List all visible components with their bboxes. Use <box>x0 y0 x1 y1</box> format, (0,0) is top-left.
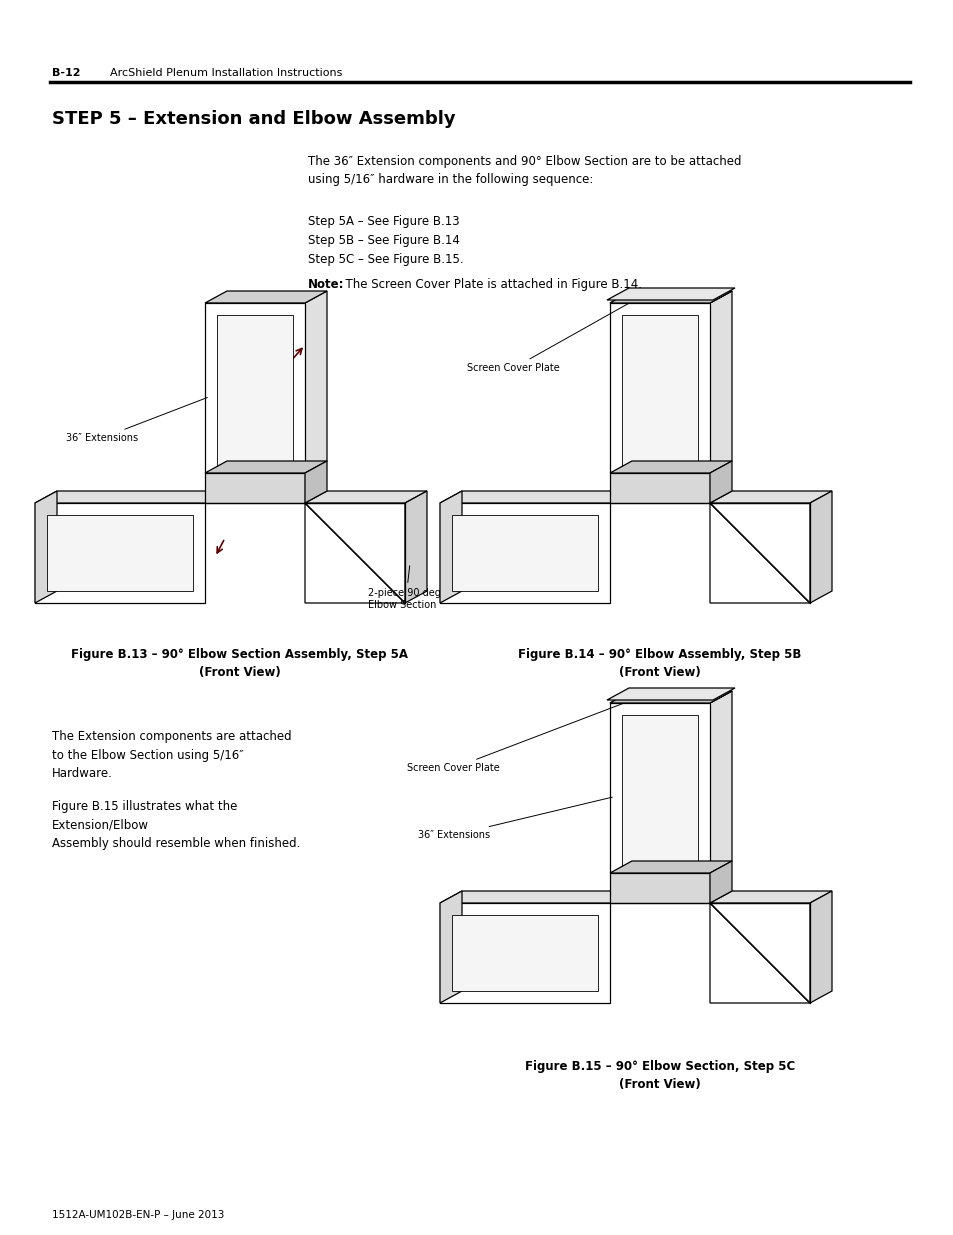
Polygon shape <box>205 473 305 503</box>
Polygon shape <box>305 503 405 603</box>
Polygon shape <box>305 291 327 473</box>
Polygon shape <box>709 692 731 873</box>
Polygon shape <box>205 303 305 473</box>
Polygon shape <box>609 692 731 703</box>
Polygon shape <box>609 703 709 873</box>
Polygon shape <box>439 492 631 503</box>
Polygon shape <box>606 688 734 700</box>
Polygon shape <box>609 861 731 873</box>
Text: Figure B.15 illustrates what the
Extension/Elbow
Assembly should resemble when f: Figure B.15 illustrates what the Extensi… <box>52 800 300 850</box>
Text: 2-piece 90 deg.
Elbow Section: 2-piece 90 deg. Elbow Section <box>368 566 443 610</box>
Polygon shape <box>47 515 193 592</box>
Text: Figure B.15 – 90° Elbow Section, Step 5C
(Front View): Figure B.15 – 90° Elbow Section, Step 5C… <box>524 1060 794 1091</box>
Polygon shape <box>709 903 809 1003</box>
Polygon shape <box>405 492 427 603</box>
Text: 36″ Extensions: 36″ Extensions <box>66 398 207 443</box>
Text: Figure B.14 – 90° Elbow Assembly, Step 5B
(Front View): Figure B.14 – 90° Elbow Assembly, Step 5… <box>517 648 801 679</box>
Polygon shape <box>439 503 609 603</box>
Polygon shape <box>205 461 327 473</box>
Polygon shape <box>35 492 227 503</box>
Polygon shape <box>621 315 698 468</box>
Polygon shape <box>439 492 461 603</box>
Polygon shape <box>709 461 731 503</box>
Polygon shape <box>205 291 327 303</box>
Polygon shape <box>709 503 809 603</box>
Polygon shape <box>809 492 831 603</box>
Text: Screen Cover Plate: Screen Cover Plate <box>467 299 637 373</box>
Polygon shape <box>709 890 831 903</box>
Polygon shape <box>709 503 809 603</box>
Polygon shape <box>305 492 427 503</box>
Polygon shape <box>439 903 609 1003</box>
Polygon shape <box>606 288 734 300</box>
Polygon shape <box>609 692 731 703</box>
Polygon shape <box>35 492 57 603</box>
Text: The Screen Cover Plate is attached in Figure B.14.: The Screen Cover Plate is attached in Fi… <box>337 278 641 291</box>
Text: Step 5A – See Figure B.13
Step 5B – See Figure B.14
Step 5C – See Figure B.15.: Step 5A – See Figure B.13 Step 5B – See … <box>308 215 463 266</box>
Polygon shape <box>216 315 293 468</box>
Polygon shape <box>439 890 631 903</box>
Text: B-12: B-12 <box>52 68 80 78</box>
Polygon shape <box>609 873 709 903</box>
Text: The 36″ Extension components and 90° Elbow Section are to be attached
using 5/16: The 36″ Extension components and 90° Elb… <box>308 156 740 186</box>
Polygon shape <box>809 890 831 1003</box>
Text: 1512A-UM102B-EN-P – June 2013: 1512A-UM102B-EN-P – June 2013 <box>52 1210 224 1220</box>
Text: Screen Cover Plate: Screen Cover Plate <box>407 698 637 773</box>
Text: Note:: Note: <box>308 278 344 291</box>
Text: 36″ Extensions: 36″ Extensions <box>417 797 612 840</box>
Polygon shape <box>35 503 205 603</box>
Polygon shape <box>609 461 731 473</box>
Polygon shape <box>709 903 809 1003</box>
Polygon shape <box>609 291 731 303</box>
Polygon shape <box>609 473 709 503</box>
Polygon shape <box>439 890 461 1003</box>
Polygon shape <box>709 492 831 503</box>
Text: Figure B.13 – 90° Elbow Section Assembly, Step 5A
(Front View): Figure B.13 – 90° Elbow Section Assembly… <box>71 648 408 679</box>
Polygon shape <box>305 461 327 503</box>
Polygon shape <box>709 861 731 903</box>
Polygon shape <box>709 291 731 473</box>
Text: The Extension components are attached
to the Elbow Section using 5/16″
Hardware.: The Extension components are attached to… <box>52 730 292 781</box>
Polygon shape <box>452 515 598 592</box>
Polygon shape <box>621 715 698 868</box>
Polygon shape <box>609 303 709 473</box>
Polygon shape <box>452 915 598 990</box>
Polygon shape <box>609 291 731 303</box>
Text: ArcShield Plenum Installation Instructions: ArcShield Plenum Installation Instructio… <box>110 68 342 78</box>
Text: STEP 5 – Extension and Elbow Assembly: STEP 5 – Extension and Elbow Assembly <box>52 110 456 128</box>
Polygon shape <box>305 503 405 603</box>
